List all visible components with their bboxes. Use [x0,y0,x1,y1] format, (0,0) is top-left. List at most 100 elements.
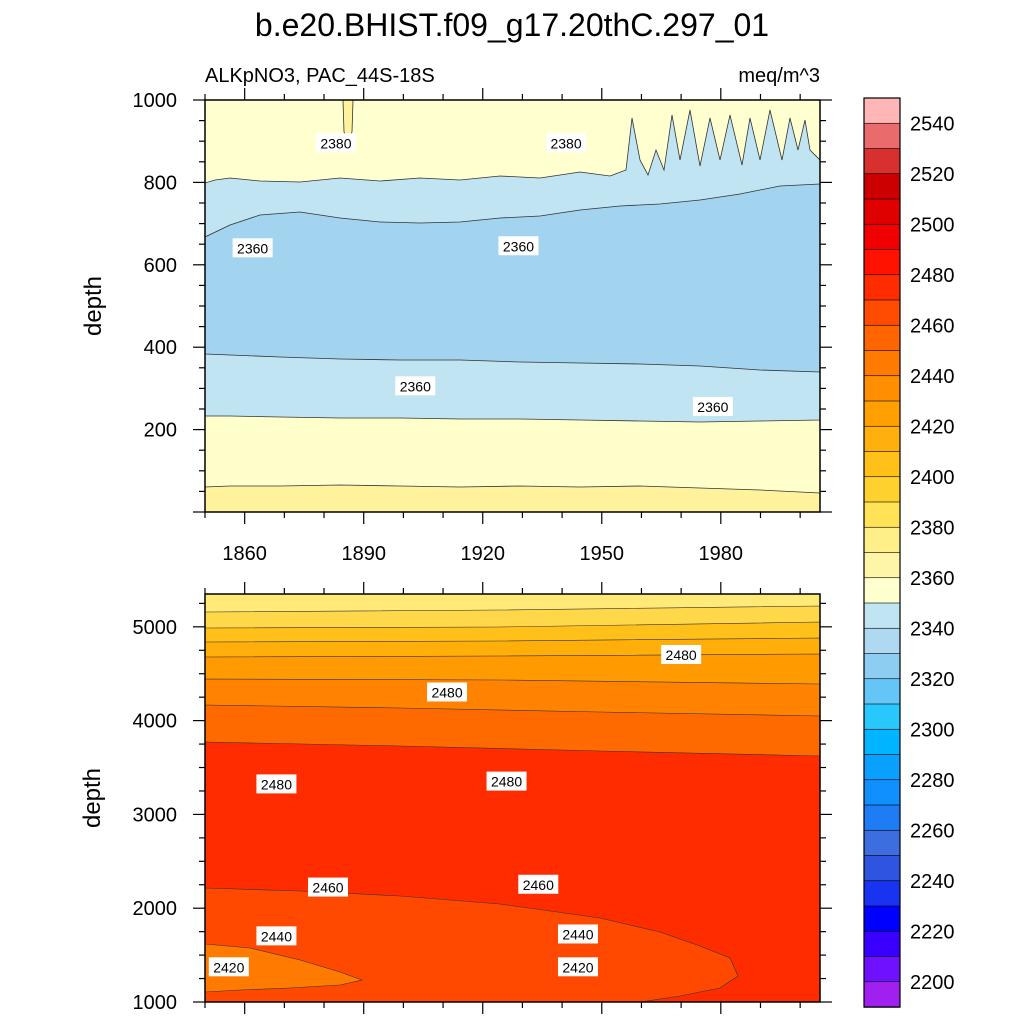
contour-label-bg [557,957,598,977]
contour-label: 2480 [256,774,297,794]
lower-contour-fill [205,594,820,1002]
contour-label: 2480 [486,771,527,791]
y-tick-label: 200 [144,420,177,442]
upper-fill-surface [205,100,820,184]
colorbar-frame [863,97,901,1008]
contour-label-bg [256,926,297,946]
colorbar-label: 2280 [910,770,955,792]
colorbar-swatch [863,703,901,730]
colorbar-swatch [863,451,901,478]
contour-label-text: 2440 [261,928,292,944]
contour-label: 2460 [518,874,559,894]
colorbar-label: 2320 [910,669,955,691]
upper-contour-fill [205,100,820,512]
colorbar-swatch [863,97,901,124]
colorbar-label: 2480 [910,265,955,287]
contour-label: 2360 [692,396,733,416]
upper-axis-ticks: 1860 1890 1920 1950 1980 200 400 600 800 1000 [133,88,832,565]
contour-label-text: 2440 [562,926,593,942]
colorbar-swatch [863,653,901,680]
contour-label-bg [518,874,559,894]
colorbar-swatch [863,779,901,806]
upper-fill-core [205,183,820,373]
colorbar-swatch [863,501,901,528]
colorbar-swatch [863,299,901,326]
contour-label-text: 2360 [503,238,534,254]
chart-title: b.e20.BHIST.f09_g17.20thC.297_01 [255,7,769,43]
x-tick-label: 1860 [222,543,267,565]
colorbar-swatch [863,804,901,831]
colorbar-label: 2240 [910,871,955,893]
contour-label-bg [256,774,297,794]
colorbar-label: 2420 [910,416,955,438]
contour-label-text: 2380 [550,135,581,151]
contour-label-bg [557,924,598,944]
colorbar-label: 2520 [910,164,955,186]
contour-label-text: 2420 [562,959,593,975]
colorbar-swatch [863,905,901,932]
colorbar-label: 2440 [910,366,955,388]
contour-label: 2360 [232,238,273,258]
contour-label-bg [546,133,587,153]
upper-panel: 1860 1890 1920 1950 1980 200 400 600 800 1000 236… [80,88,832,565]
colorbar: 2200 2220 2240 2260 2280 2300 2320 2340 2360 2380… [863,97,955,1008]
contour-label-bg [498,236,539,256]
y-tick-label: 400 [144,337,177,359]
contour-label-bg [308,877,348,897]
colorbar-swatch [863,148,901,175]
colorbar-label: 2460 [910,315,955,337]
left-subtitle: ALKpNO3, PAC_44S-18S [205,65,435,87]
lower-panel: 1000 2000 3000 4000 5000 2420 2420 2440 2440 246… [79,582,832,1014]
colorbar-swatch [863,249,901,276]
colorbar-swatch [863,577,901,604]
right-subtitle: meq/m^3 [738,65,820,87]
contour-label-text: 2480 [491,774,522,790]
colorbar-swatch [863,274,901,301]
colorbar-label: 2260 [910,820,955,842]
x-tick-label: 1920 [460,543,505,565]
colorbar-swatch [863,173,901,200]
lower-plot-frame [204,593,821,1003]
contour-label: 2480 [661,644,702,664]
colorbar-swatch [863,728,901,756]
y-tick-label: 800 [144,172,177,194]
contour-label-text: 2360 [697,399,728,415]
colorbar-label: 2540 [910,113,955,135]
colorbar-swatch [863,223,901,251]
contour-label: 2380 [546,133,587,153]
y-tick-label: 3000 [133,804,178,826]
colorbar-label: 2200 [910,972,955,994]
contour-label-text: 2480 [261,776,292,792]
y-tick-label: 5000 [133,617,178,639]
colorbar-swatch [863,122,901,150]
x-tick-label: 1950 [580,543,625,565]
colorbar-swatch [863,678,901,705]
colorbar-label: 2380 [910,517,955,539]
colorbar-label: 2360 [910,568,955,590]
colorbar-swatch [863,981,901,1008]
colorbar-swatch [863,400,901,427]
contour-label-text: 2480 [666,647,697,663]
colorbar-swatch [863,930,901,958]
contour-label-bg [692,396,733,416]
contour-label-bg [427,682,468,702]
contour-label-text: 2360 [400,378,431,394]
colorbar-swatch [863,375,901,402]
x-tick-label: 1980 [699,543,744,565]
contour-label: 2460 [308,877,348,897]
colorbar-swatch [863,956,901,983]
y-tick-label: 4000 [133,711,178,733]
colorbar-swatch [863,602,901,629]
y-tick-label: 600 [144,255,177,277]
colorbar-swatch [863,425,901,453]
colorbar-swatch [863,350,901,377]
contour-label-bg [232,238,273,258]
y-tick-label: 1000 [133,90,178,112]
contour-label-text: 2380 [320,135,351,151]
lower-band-9 [205,943,364,993]
y-tick-label: 1000 [133,992,178,1014]
upper-contour-labels: 2360 2360 2360 2360 2380 2380 [232,133,733,416]
contour-label: 2480 [427,682,468,702]
contour-label-bg [395,376,436,396]
